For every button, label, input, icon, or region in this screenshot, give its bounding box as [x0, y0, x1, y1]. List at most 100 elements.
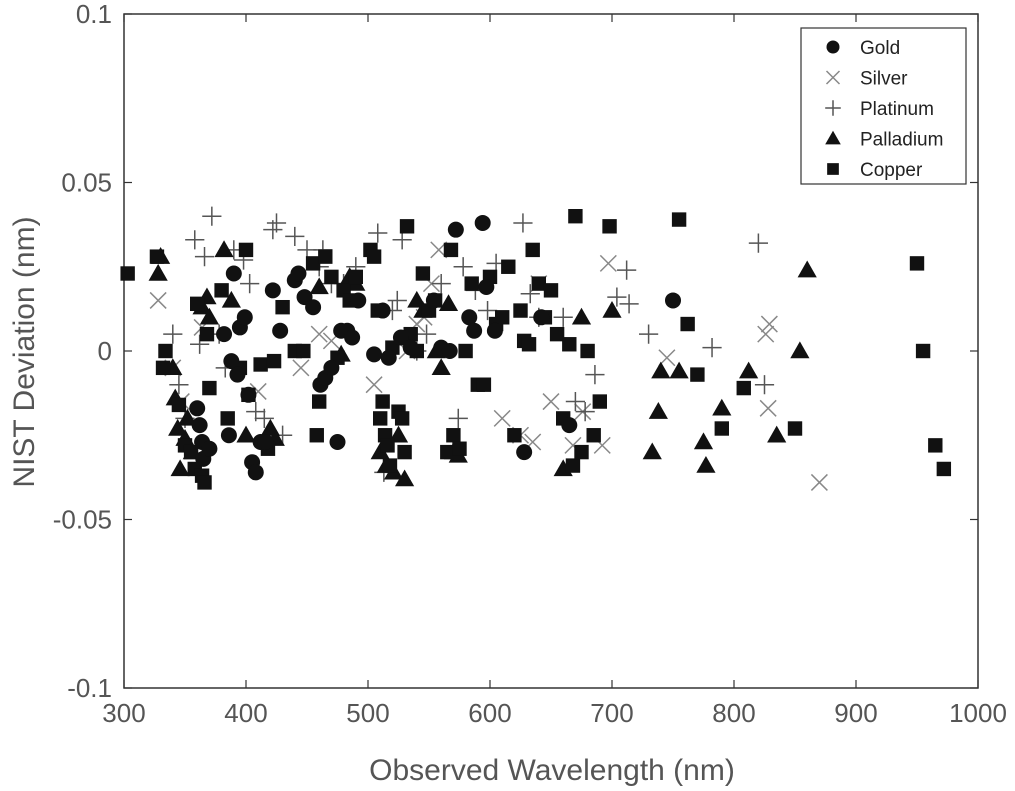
copper-point [220, 411, 235, 426]
x-tick-label: 700 [590, 698, 633, 728]
gold-point [323, 359, 340, 376]
silver-point [757, 325, 775, 343]
palladium-point [767, 425, 787, 443]
gold-point [516, 444, 533, 461]
x-axis-ticks: 300 400 500 600 700 800 900 1000 [102, 14, 1007, 728]
copper-point [736, 380, 751, 396]
x-tick-label: 500 [346, 698, 389, 728]
copper-point [312, 394, 327, 409]
copper-point [525, 242, 540, 258]
y-tick-label: -0.1 [67, 673, 112, 703]
copper-point [149, 249, 165, 264]
platinum-point [520, 284, 540, 304]
palladium-point [170, 459, 190, 477]
gold-point [240, 386, 257, 403]
palladium-point [790, 341, 810, 359]
gold-point [366, 346, 383, 363]
copper-point [399, 219, 415, 234]
palladium-point [797, 260, 817, 278]
legend-label-copper: Copper [860, 160, 923, 181]
copper-point [476, 377, 492, 392]
copper-point [397, 444, 412, 460]
gold-point [329, 433, 346, 450]
silver-point [493, 409, 511, 427]
palladium-point [712, 398, 732, 416]
gold-point [344, 329, 361, 346]
palladium-point [438, 294, 459, 312]
platinum-point [702, 338, 722, 358]
y-tick-label: 0.05 [61, 168, 112, 198]
palladium-point [648, 402, 668, 419]
platinum-point [368, 223, 388, 243]
platinum-point [553, 307, 573, 327]
legend-marker-palladium [825, 130, 841, 145]
copper-point [565, 458, 581, 473]
copper-point [366, 249, 382, 264]
gold-point [191, 417, 208, 434]
copper-point [443, 242, 459, 258]
copper-point [318, 249, 333, 264]
platinum-point [202, 206, 222, 226]
platinum-point [748, 233, 768, 253]
x-tick-label: 800 [712, 698, 755, 728]
copper-point [915, 343, 931, 359]
silver-point [760, 315, 778, 333]
copper-point [513, 303, 528, 318]
gold-point [380, 349, 397, 366]
gold-point [264, 282, 281, 299]
gold-point [229, 366, 246, 383]
copper-point [787, 421, 803, 436]
palladium-point [395, 469, 415, 487]
legend-label-silver: Silver [860, 69, 908, 90]
y-axis-ticks: -0.1 -0.05 0 0.05 0.1 [53, 0, 978, 703]
platinum-point [163, 324, 183, 344]
copper-point [171, 397, 187, 413]
silver-point [292, 359, 310, 377]
palladium-point [571, 307, 592, 325]
gold-point [223, 353, 240, 370]
copper-point [602, 219, 617, 234]
palladium-point [739, 361, 759, 379]
palladium-point [696, 455, 716, 473]
copper-point [197, 475, 212, 490]
gold-point [247, 464, 264, 481]
gold-point [665, 292, 681, 309]
gold-point [305, 299, 322, 316]
copper-point [199, 326, 215, 342]
copper-point [549, 326, 565, 342]
copper-point [562, 337, 577, 352]
copper-point [202, 380, 217, 396]
gold-point [441, 343, 458, 359]
copper-point [592, 394, 607, 409]
platinum-point [575, 402, 595, 422]
palladium-point [221, 290, 241, 308]
platinum-point [169, 375, 189, 395]
silver-point [542, 393, 560, 411]
gold-point [461, 309, 478, 326]
copper-point [266, 353, 282, 369]
gold-point [374, 302, 391, 319]
copper-point [190, 296, 205, 312]
legend-marker-platinum [825, 100, 841, 116]
platinum-point [477, 300, 498, 321]
palladium-point [651, 361, 671, 379]
copper-point [305, 256, 321, 271]
copper-point [543, 283, 559, 298]
copper-point [440, 444, 455, 460]
data-points [120, 206, 952, 491]
copper-point [714, 421, 729, 436]
silver-point [810, 473, 828, 491]
copper-point [324, 269, 339, 285]
copper-point [309, 428, 324, 443]
gold-point [533, 309, 550, 326]
y-axis-label: NIST Deviation (nm) [8, 216, 41, 487]
copper-point [253, 357, 268, 372]
legend-marker-gold [826, 40, 840, 54]
copper-point [214, 283, 229, 298]
platinum-point [619, 294, 639, 314]
gold-point [474, 214, 491, 231]
legend-marker-silver [825, 70, 841, 85]
palladium-point [199, 307, 219, 325]
copper-point [521, 337, 537, 352]
